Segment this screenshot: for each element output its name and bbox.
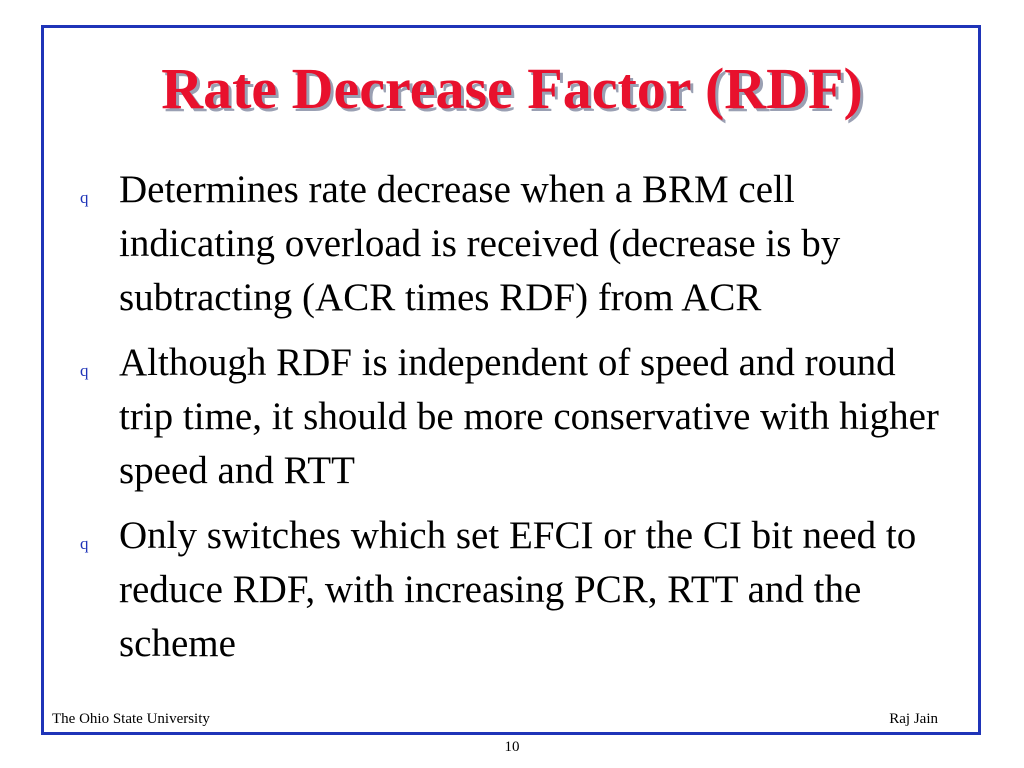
- slide-border-frame: [41, 25, 981, 735]
- bullet-item: q Although RDF is independent of speed a…: [70, 336, 950, 498]
- bullet-marker-icon: q: [80, 188, 89, 207]
- bullet-marker-icon: q: [80, 361, 89, 380]
- bullet-marker-icon: q: [80, 534, 89, 553]
- slide-title: Rate Decrease Factor (RDF): [161, 56, 863, 121]
- bullet-list: q Determines rate decrease when a BRM ce…: [70, 163, 950, 682]
- page-number: 10: [504, 739, 520, 755]
- footer-author: Raj Jain: [889, 711, 938, 727]
- bullet-text: Only switches which set EFCI or the CI b…: [119, 514, 917, 665]
- bullet-item: q Only switches which set EFCI or the CI…: [70, 509, 950, 671]
- bullet-text: Determines rate decrease when a BRM cell…: [119, 168, 841, 319]
- bullet-item: q Determines rate decrease when a BRM ce…: [70, 163, 950, 325]
- footer-institution: The Ohio State University: [52, 711, 210, 727]
- bullet-text: Although RDF is independent of speed and…: [119, 341, 939, 492]
